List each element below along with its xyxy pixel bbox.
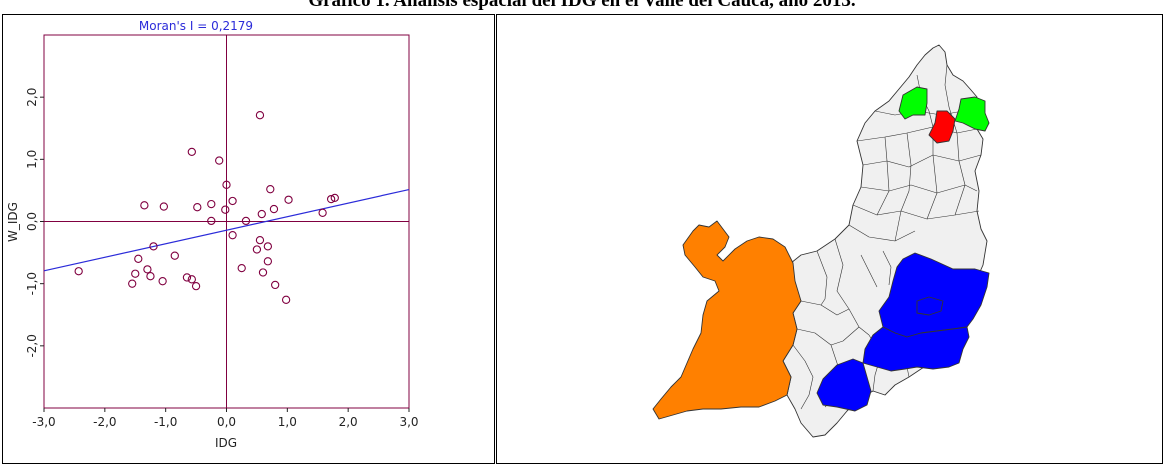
x-axis-label: IDG — [215, 436, 237, 450]
scatter-point — [256, 237, 263, 244]
scatter-point — [188, 276, 195, 283]
x-tick-label: -1,0 — [154, 415, 177, 429]
spatial-map-panel — [496, 14, 1163, 464]
map-region-base — [783, 45, 987, 437]
x-tick-label: 3,0 — [399, 415, 418, 429]
map-region-orange — [653, 221, 801, 419]
scatter-point — [183, 274, 190, 281]
x-tick-label: 1,0 — [278, 415, 297, 429]
scatter-point — [264, 258, 271, 265]
scatter-point — [229, 232, 236, 239]
x-tick-label: -3,0 — [32, 415, 55, 429]
scatter-point — [132, 270, 139, 277]
scatter-point — [264, 243, 271, 250]
scatter-point — [256, 112, 263, 119]
scatter-point — [272, 281, 279, 288]
scatter-point — [144, 266, 151, 273]
scatter-point — [188, 148, 195, 155]
scatter-point — [259, 269, 266, 276]
moran-scatterplot-panel: Moran's I = 0,2179 -3,0 -2,0 -1,0 0,0 1,0 2,0… — [2, 14, 495, 464]
x-tick-label: 2,0 — [339, 415, 358, 429]
page-title: Gráfico 1. Análisis espacial del IDG en … — [0, 0, 1164, 12]
scatter-point — [253, 246, 260, 253]
y-axis-label: W_IDG — [6, 202, 20, 242]
scatter-point — [192, 283, 199, 290]
scatter-point — [270, 205, 277, 212]
scatter-point — [258, 210, 265, 217]
scatter-point — [222, 206, 229, 213]
scatter-point — [285, 196, 292, 203]
scatter-point — [135, 255, 142, 262]
moran-scatterplot: Moran's I = 0,2179 -3,0 -2,0 -1,0 0,0 1,0 2,0… — [3, 15, 494, 463]
scatter-point — [171, 252, 178, 259]
scatter-point — [141, 202, 148, 209]
scatter-point — [160, 203, 167, 210]
scatter-point — [242, 217, 249, 224]
valle-del-cauca-lisa-map — [497, 15, 1162, 463]
scatter-point — [208, 217, 215, 224]
x-tick-label: 0,0 — [217, 415, 236, 429]
y-tick-label: 2,0 — [25, 88, 39, 107]
moran-index-label: Moran's I = 0,2179 — [139, 19, 253, 33]
x-tick-label: -2,0 — [93, 415, 116, 429]
scatter-point — [75, 268, 82, 275]
scatter-point — [194, 204, 201, 211]
scatter-point — [267, 186, 274, 193]
scatter-point — [229, 197, 236, 204]
scatter-point — [283, 296, 290, 303]
scatter-point — [319, 209, 326, 216]
scatter-point — [216, 157, 223, 164]
scatter-point — [147, 273, 154, 280]
scatter-point — [238, 265, 245, 272]
y-tick-label: 0,0 — [25, 212, 39, 231]
scatter-point — [129, 280, 136, 287]
y-tick-label: -2,0 — [25, 334, 39, 357]
y-tick-label: 1,0 — [25, 150, 39, 169]
scatter-point — [159, 278, 166, 285]
scatter-point — [208, 200, 215, 207]
y-tick-label: -1,0 — [25, 272, 39, 295]
